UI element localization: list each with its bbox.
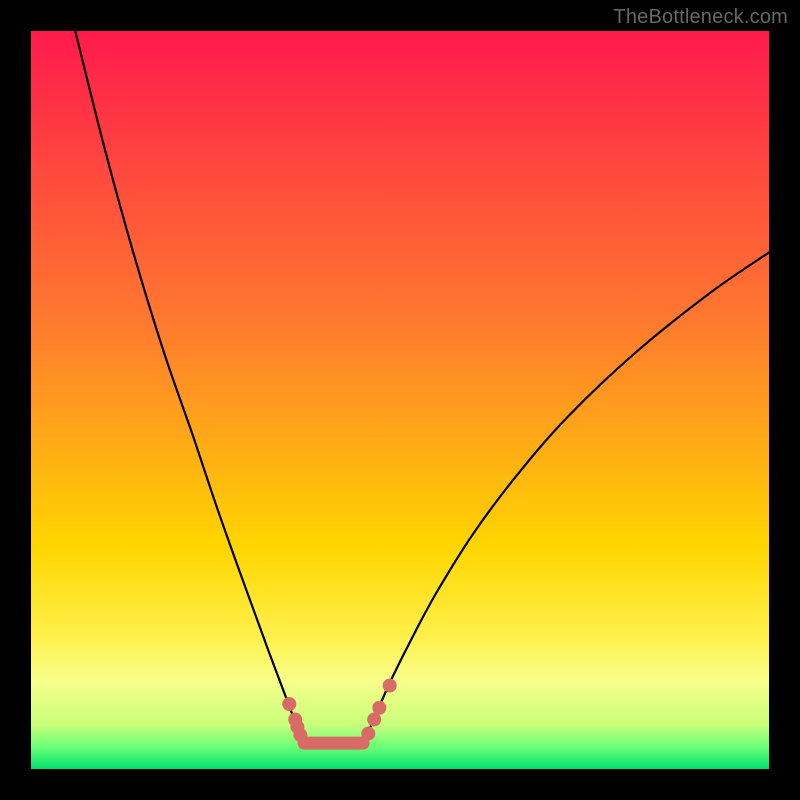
watermark-text: TheBottleneck.com: [613, 6, 788, 29]
curve-left: [75, 31, 299, 732]
trough-dot: [361, 727, 375, 741]
chart-svg: [31, 31, 769, 769]
trough-dot: [383, 679, 397, 693]
trough-dot: [282, 697, 296, 711]
curve-right: [368, 252, 769, 732]
trough-dots-right: [361, 679, 396, 741]
trough-dot: [293, 728, 307, 742]
trough-dot: [372, 701, 386, 715]
trough-dots-left: [282, 697, 307, 742]
